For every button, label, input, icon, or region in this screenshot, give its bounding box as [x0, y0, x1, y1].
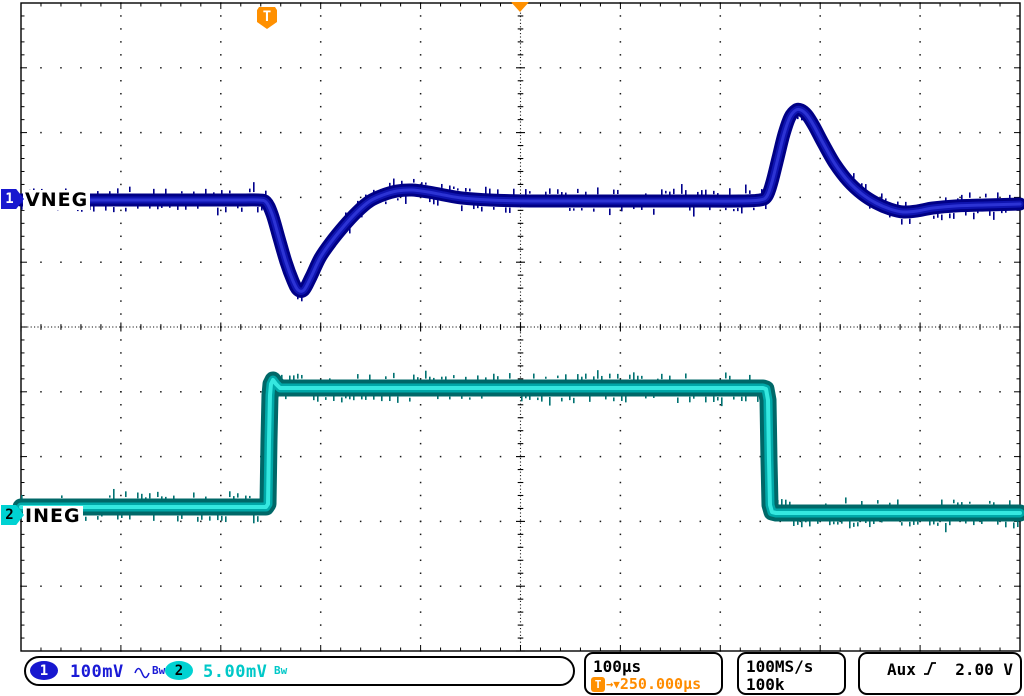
ch1-position-marker-number: 1 [5, 191, 14, 207]
trigger-delay-value: 250.000µs [619, 675, 702, 693]
timebase-scale: 100µs [593, 657, 642, 676]
trigger-level: 2.00 V [955, 660, 1013, 679]
trigger-delay-readout: T → ▼ 250.000µs [591, 675, 701, 693]
trigger-position-marker-letter: T [262, 8, 272, 25]
channel-readout-bar[interactable]: 1 100mV Bw 2 5.00mV Bw [24, 656, 575, 686]
trigger-readout-box[interactable]: Aux 2.00 V [858, 652, 1022, 695]
ch2-badge[interactable]: 2 [165, 661, 193, 680]
triangle-down-icon: ▼ [613, 677, 620, 691]
trigger-position-marker[interactable]: T [257, 7, 277, 29]
trigger-delay-t-icon: T [591, 676, 605, 692]
horizontal-position-marker-icon[interactable] [511, 2, 529, 12]
sample-rate: 100MS/s [746, 657, 814, 676]
record-length: 100k points [746, 675, 804, 696]
rising-edge-icon [924, 662, 936, 675]
acquisition-readout-box[interactable]: 100MS/s 100k points [737, 652, 846, 696]
ch2-position-marker-number: 2 [5, 507, 14, 523]
ch1-waveform-label: VNEG [23, 189, 91, 211]
ch2-waveform-label: INEG [23, 505, 83, 527]
ch1-position-marker[interactable]: 1 [1, 189, 24, 209]
ac-coupling-icon [134, 667, 150, 679]
ch1-scale-readout: 100mV [70, 662, 124, 682]
ch2-position-marker[interactable]: 2 [1, 505, 24, 525]
arrow-right-icon: → [606, 676, 614, 691]
ch1-badge-number: 1 [39, 662, 49, 679]
timebase-readout-box[interactable]: 100µs T → ▼ 250.000µs [584, 652, 723, 695]
ch2-scale-readout: 5.00mV [203, 662, 268, 682]
trigger-source: Aux [887, 660, 916, 679]
ch2-badge-number: 2 [174, 662, 184, 679]
ch2-bandwidth-icon: Bw [274, 664, 288, 677]
ch1-badge[interactable]: 1 [30, 661, 58, 680]
ch1-bandwidth-icon: Bw [152, 664, 166, 677]
